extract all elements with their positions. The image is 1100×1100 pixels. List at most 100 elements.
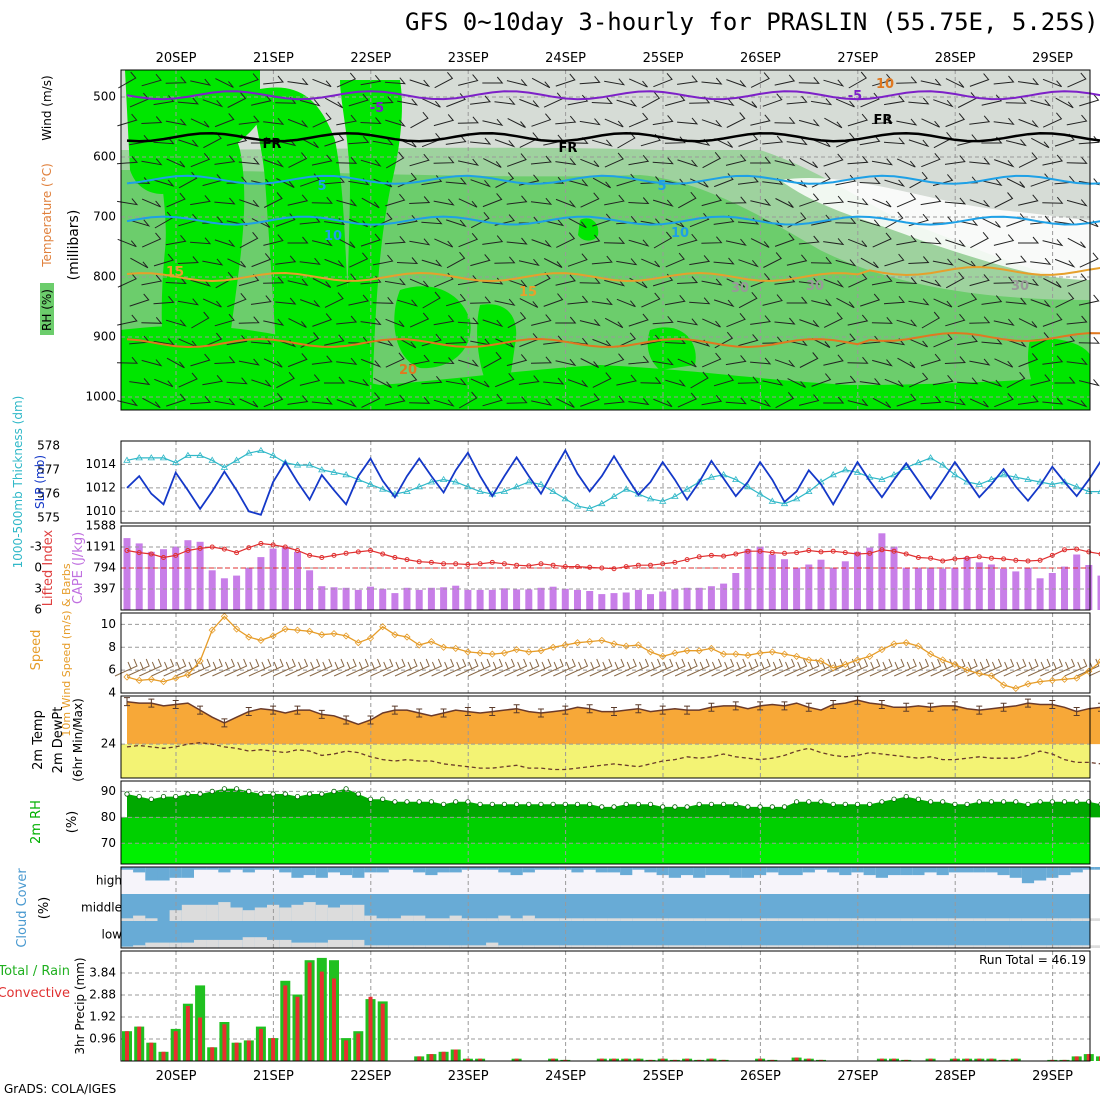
rh2m-point [1049,799,1055,805]
precip-convective-bar [465,1058,470,1061]
temperature-range-bar [1098,702,1100,712]
cloud-cell-high [510,867,523,876]
wind-barb [311,196,333,204]
cloud-cell-high [973,867,986,873]
thickness-point [123,456,131,463]
wind-barb [165,234,187,246]
wind-barb [872,359,893,367]
wind-barb [641,292,661,308]
wind-barb [616,258,638,266]
wind-barb [177,97,199,105]
wind-barb [421,175,443,186]
wind-barb [1018,152,1038,168]
precip-tick-label: 2.88 [89,988,116,1002]
cloud-cell-middle [133,915,146,921]
thickness-point [464,483,472,490]
precip-convective-bar [295,996,300,1061]
wind-barb [518,258,540,267]
precip-convective-bar [380,1003,385,1061]
wind-barb [346,658,369,677]
wind-speed-point [671,649,679,657]
wind-speed-point [1060,675,1069,683]
wind-barb [384,235,406,245]
wind-speed-point [281,625,289,633]
precip-convective-bar [636,1058,641,1061]
lifted-index-point [501,561,507,567]
cloud-cell-high [741,867,754,878]
wind-barb [750,273,771,288]
cloud-cell-low [875,945,888,948]
cloud-cell-middle [839,918,852,921]
wind-barb [153,137,175,145]
cloud-cell-high [230,867,243,870]
date-label-bottom: 22SEP [350,1069,391,1084]
wind-barb [750,156,772,164]
wind-barb [662,658,686,677]
wind-barb [786,254,808,266]
wind-barb [555,115,577,125]
cloud-cell-middle [936,918,949,921]
wind-barb [591,298,613,306]
wind-barb [202,374,224,386]
cape-bar [196,541,204,610]
cloud-cell-low [230,939,243,948]
wind-barb [750,238,770,248]
wind-barb [786,95,808,105]
cloud-cell-high [340,867,353,876]
cloud-cell-middle [522,915,535,921]
rh2m-point [221,786,227,792]
wind-barb [847,314,869,326]
wind-barb [616,332,637,348]
wind-barb [871,316,893,324]
cloud-unit-label: (%) [37,897,52,920]
wind-barb [909,338,928,348]
wind-barb [1078,379,1100,387]
lifted-index-point [660,561,666,567]
wind-barb [397,98,419,106]
wind-barb [470,296,492,304]
rh2m-point [453,799,459,805]
lifted-index-point [988,555,994,561]
wind-barb [689,212,710,228]
cape-bar [975,562,983,610]
lifted-index-point [538,561,544,567]
wind-barb [896,234,917,246]
wind-barb [677,318,699,326]
precip-convective-bar [721,1059,726,1061]
lifted-index-point [295,548,300,553]
wind-barb [336,273,357,287]
wind-barb [117,198,139,206]
slp-axis-label: SLP (mb) [33,455,47,509]
temperature-range-bar [391,705,398,715]
cloud-cell-high [206,867,219,870]
wind-barb [580,158,600,168]
lifted-index-point [928,555,934,561]
wind-barb [652,315,674,325]
wind-barb [190,353,211,367]
thickness-point [829,471,837,478]
temperature-range-bar [148,698,155,708]
wind-barb [457,158,480,166]
cloud-cell-high [327,867,341,873]
wind-barb [823,354,844,366]
cloud-cell-high [1009,867,1022,878]
wind-speed-point [172,674,180,682]
cloud-cell-middle [230,907,243,921]
cloud-cell-high [900,867,913,876]
thickness-point [561,495,570,502]
wind-barb [726,278,746,288]
date-label-top: 20SEP [156,51,197,66]
wind-barb [677,117,699,125]
thickness-point [573,502,582,509]
wind-barb [860,293,881,307]
wind-barb [299,374,321,386]
wind-barb [372,254,394,266]
wind-barb [190,279,212,287]
wind-barb [735,658,759,677]
wind-barb [775,198,794,208]
wind-barb [1066,114,1088,126]
cloud-cell-high [705,867,718,876]
cape-bar [732,573,740,610]
wind-barb [653,398,673,408]
wind-barb [202,298,222,308]
